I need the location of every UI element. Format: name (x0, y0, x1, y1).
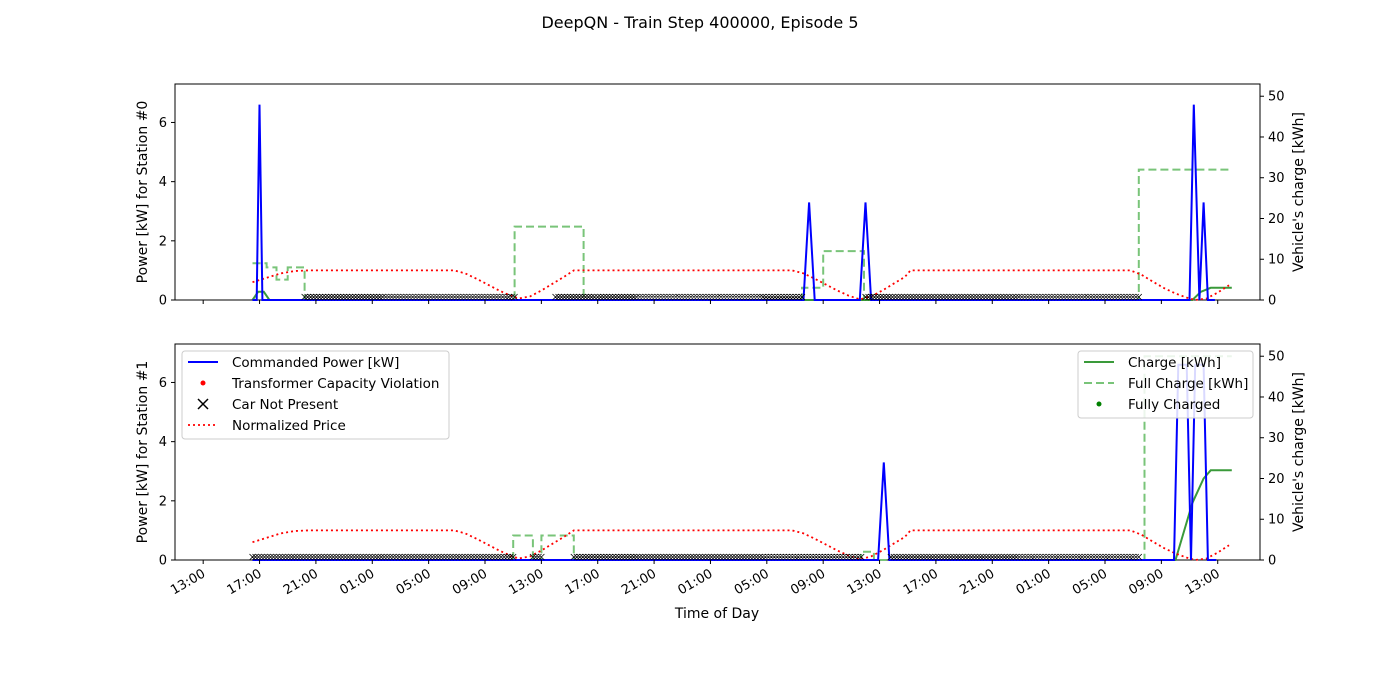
y-right-tick-label-0-1: 10 (1268, 253, 1285, 268)
y-tick-label-1-1: 2 (159, 494, 167, 509)
y-right-tick-label-1-3: 30 (1268, 431, 1285, 446)
legend-left-frame (181, 350, 450, 440)
y-right-tick-label-1-4: 40 (1268, 390, 1285, 405)
price-line-0 (252, 269, 1230, 301)
y-right-tick-label-0-3: 30 (1268, 171, 1285, 186)
car-not-present-markers-1-0 (249, 553, 517, 561)
y-tick-label-1-0: 0 (159, 554, 167, 569)
full-charge-line-0 (252, 168, 1232, 301)
legend-right: Charge [kWh] Full Charge [kWh] Fully Charg… (1077, 350, 1254, 419)
legend-left-key-1 (200, 380, 206, 386)
ylabel-right-station-1: Vehicle's charge [kWh] (1291, 372, 1307, 532)
legend-right-frame (1077, 350, 1254, 419)
x-tick-label-1-2: 21:00 (281, 566, 321, 598)
x-tick-label-1-7: 17:00 (563, 566, 603, 598)
y-tick-label-0-2: 4 (159, 175, 167, 190)
x-tick-label-1-1: 17:00 (225, 566, 265, 598)
x-tick-label-1-8: 21:00 (619, 566, 659, 598)
plot-area-station-0 (174, 83, 1261, 301)
x-tick-label-1-15: 01:00 (1014, 566, 1054, 598)
car-not-present-markers-1-1 (529, 553, 545, 561)
y-tick-label-0-0: 0 (159, 294, 167, 309)
legend-left-label-1: Transformer Capacity Violation (231, 376, 439, 392)
legend-left-label-2: Car Not Present (232, 397, 338, 413)
y-right-tick-label-1-5: 50 (1268, 350, 1285, 365)
x-tick-label-1-6: 13:00 (506, 566, 546, 598)
x-tick-label-1-10: 05:00 (732, 566, 772, 598)
legend-right-label-0: Charge [kWh] (1128, 355, 1221, 371)
ylabel-right-station-0: Vehicle's charge [kWh] (1291, 112, 1307, 272)
x-tick-label-1-11: 09:00 (788, 566, 828, 598)
ylabel-station-1: Power [kW] for Station #1 (135, 361, 151, 544)
figure-title: DeepQN - Train Step 400000, Episode 5 (541, 13, 858, 32)
y-tick-label-0-1: 2 (159, 234, 167, 249)
legend-left-label-0: Commanded Power [kW] (232, 355, 399, 371)
y-tick-label-1-2: 4 (159, 435, 167, 450)
x-tick-label-1-13: 17:00 (901, 566, 941, 598)
legend-right-key-2 (1096, 401, 1102, 407)
legend-right-label-1: Full Charge [kWh] (1128, 376, 1248, 392)
car-not-present-markers-0-2 (862, 293, 1143, 301)
legend-left-label-3: Normalized Price (232, 418, 346, 434)
legend-right-label-2: Fully Charged (1128, 397, 1220, 413)
x-tick-label-1-16: 05:00 (1070, 566, 1110, 598)
y-right-tick-label-0-4: 40 (1268, 130, 1285, 145)
x-tick-label-1-14: 21:00 (957, 566, 997, 598)
x-tick-label-1-18: 13:00 (1183, 566, 1223, 598)
y-right-tick-label-1-1: 10 (1268, 513, 1285, 528)
y-tick-label-1-3: 6 (159, 376, 167, 391)
y-right-tick-label-0-2: 20 (1268, 212, 1285, 227)
legend-left-key-2 (197, 398, 209, 410)
panel-station-0: Power [kW] for Station #0 Vehicle's char… (135, 83, 1307, 309)
x-tick-label-1-9: 01:00 (676, 566, 716, 598)
car-not-present-markers-0-1 (552, 293, 806, 301)
x-axis-title: Time of Day (674, 606, 759, 622)
commanded-power-line-0 (252, 104, 1215, 301)
legend-left: Commanded Power [kW] Transformer Capacity… (181, 350, 450, 440)
car-not-present-markers-1-2 (570, 553, 865, 561)
y-tick-label-0-3: 6 (159, 116, 167, 131)
car-not-present-markers-1-3 (887, 553, 1143, 561)
x-tick-label-1-12: 13:00 (845, 566, 885, 598)
y-right-tick-label-0-0: 0 (1268, 294, 1276, 309)
ylabel-station-0: Power [kW] for Station #0 (135, 101, 151, 284)
x-tick-label-1-5: 09:00 (450, 566, 490, 598)
charge-line-1 (1144, 469, 1232, 561)
x-tick-label-1-3: 01:00 (337, 566, 377, 598)
y-right-tick-label-0-5: 50 (1268, 90, 1285, 105)
car-not-present-markers-0-0 (301, 293, 518, 301)
x-tick-label-1-0: 13:00 (168, 566, 208, 598)
price-line-1 (252, 529, 1230, 561)
x-tick-label-1-4: 05:00 (394, 566, 434, 598)
y-right-tick-label-1-2: 20 (1268, 472, 1285, 487)
x-tick-label-1-17: 09:00 (1126, 566, 1166, 598)
y-right-tick-label-1-0: 0 (1268, 554, 1276, 569)
